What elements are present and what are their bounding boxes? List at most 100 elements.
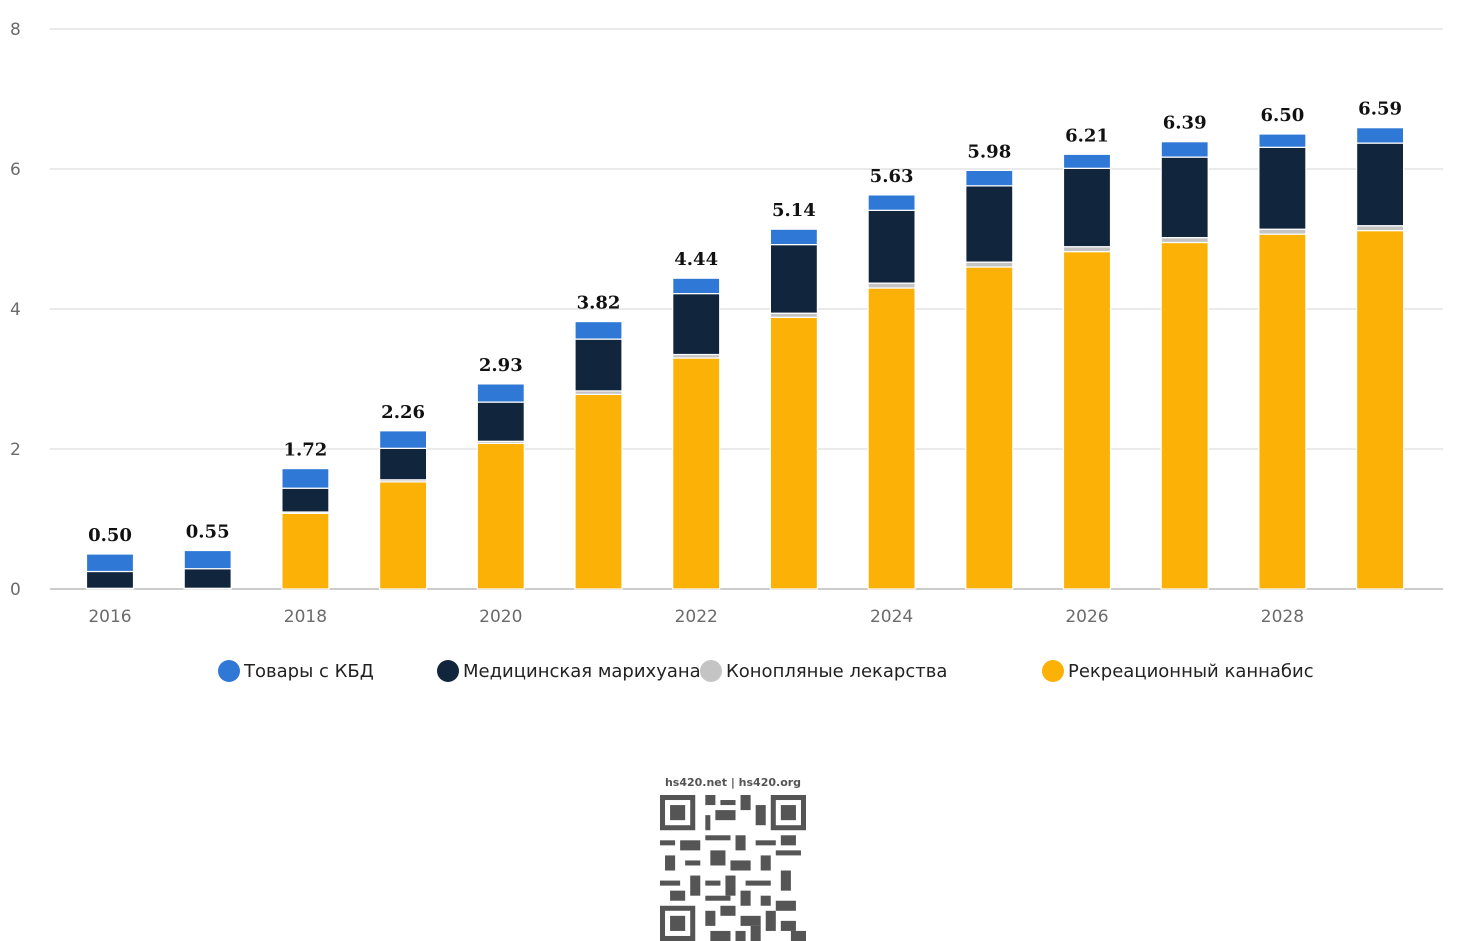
legend-item-medical[interactable]: Медицинская марихуана [437,660,701,682]
bar-stack-2017 [183,549,232,590]
bar-stack-2020 [476,383,525,590]
bar-stack-2016 [85,553,135,590]
bar-segment-medical [1160,156,1209,239]
total-label: 3.82 [577,293,621,314]
bar-segment-medical [281,487,330,513]
bar-segment-recreational [1355,230,1405,590]
qr-code-icon [660,795,806,941]
bar-segment-cbd [183,549,232,570]
bar-segment-medical [476,401,525,442]
x-tick-label: 2024 [870,607,913,627]
bar-segment-cbd [672,277,721,295]
bar-segment-hemp [1062,246,1112,253]
bar-segment-medical [965,185,1014,263]
legend-label-medical: Медицинская марихуана [463,660,701,682]
bar-segment-hemp [1160,237,1209,244]
total-label: 5.98 [967,141,1011,162]
bar-stack-2029 [1355,127,1405,590]
bar-segment-cbd [965,169,1014,187]
bar-segment-recreational [1258,233,1307,590]
legend-label-recreational: Рекреационный каннабис [1068,660,1314,682]
bar-segment-cbd [281,468,330,489]
legend: Товары с КБД Медицинская марихуана Коноп… [0,660,1468,686]
bar-segment-medical [85,570,135,589]
bar-stack-2022 [672,277,721,590]
x-tick-label: 2016 [88,607,131,627]
bar-segment-recreational [281,512,330,590]
legend-label-hemp: Конопляные лекарства [726,660,948,682]
bar-segment-recreational [867,287,916,590]
bar-segment-hemp [769,312,819,319]
bar-stack-2025 [965,169,1014,590]
bar-stack-2026 [1062,153,1112,590]
bar-stack-2021 [574,321,623,590]
x-tick-label: 2028 [1261,607,1304,627]
legend-swatch-hemp [700,660,722,682]
bar-segment-cbd [574,321,623,340]
watermark: hs420.net | hs420.org [660,776,806,941]
bar-segment-medical [574,338,623,392]
total-label: 6.21 [1065,125,1109,146]
y-axis-ticks: 0 2 4 6 8 [10,20,21,600]
legend-swatch-recreational [1042,660,1064,682]
legend-item-recreational[interactable]: Рекреационный каннабис [1042,660,1314,682]
bar-segment-medical [867,209,916,284]
bar-segment-cbd [379,430,428,449]
x-tick-label: 2022 [675,607,718,627]
bar-segment-recreational [769,316,819,590]
total-label: 0.55 [186,522,230,543]
bar-segment-hemp [867,282,916,289]
bar-stack-2023 [769,228,819,590]
total-label: 5.63 [870,166,914,187]
bar-segment-hemp [1355,225,1405,232]
bar-stack-2024 [867,194,916,590]
x-axis-ticks: 2016 2018 2020 2022 2024 2026 2028 [88,607,1304,627]
total-label: 2.93 [479,355,523,376]
bar-segment-recreational [1062,251,1112,590]
bar-stack-2019 [379,430,428,590]
bar-segment-recreational [476,442,525,590]
bar-segment-medical [1062,167,1112,248]
total-label: 4.44 [674,249,718,270]
bar-segment-cbd [1355,127,1405,144]
total-label: 5.14 [772,200,816,221]
legend-swatch-medical [437,660,459,682]
total-label: 6.50 [1260,105,1304,126]
legend-item-cbd[interactable]: Товары с КБД [218,660,374,682]
total-label: 0.50 [88,525,132,546]
total-label: 1.72 [283,440,327,461]
bar-segment-medical [672,293,721,356]
bar-segment-medical [1258,146,1307,230]
bar-segment-hemp [1258,228,1307,235]
x-tick-label: 2020 [479,607,522,627]
total-label: 6.59 [1358,99,1402,120]
y-tick-label: 4 [10,300,21,320]
gridlines [50,28,1443,590]
total-labels: 0.50 0.55 1.72 2.26 2.93 3.82 4.44 5.14 5.63 5.98… [88,99,1402,546]
bar-stack-2028 [1258,133,1307,590]
legend-label-cbd: Товары с КБД [244,660,374,682]
bar-stack-2027 [1160,141,1209,590]
total-label: 2.26 [381,402,425,423]
x-tick-label: 2026 [1065,607,1108,627]
x-tick-label: 2018 [284,607,327,627]
bar-segment-recreational [965,266,1014,590]
bar-segment-recreational [574,393,623,590]
bar-segment-medical [769,244,819,314]
legend-swatch-cbd [218,660,240,682]
bar-segment-medical [1355,142,1405,227]
bar-segment-medical [379,447,428,481]
bar-segment-recreational [1160,241,1209,590]
bar-segment-cbd [1160,141,1209,158]
watermark-text: hs420.net | hs420.org [664,776,802,789]
y-tick-label: 0 [10,580,21,600]
legend-item-hemp[interactable]: Конопляные лекарства [700,660,947,682]
bar-segment-cbd [85,553,135,573]
total-label: 6.39 [1163,113,1207,134]
bar-segment-cbd [476,383,525,403]
bar-segment-hemp [965,261,1014,268]
bar-segment-cbd [769,228,819,246]
y-tick-label: 6 [10,160,21,180]
y-tick-label: 2 [10,440,21,460]
